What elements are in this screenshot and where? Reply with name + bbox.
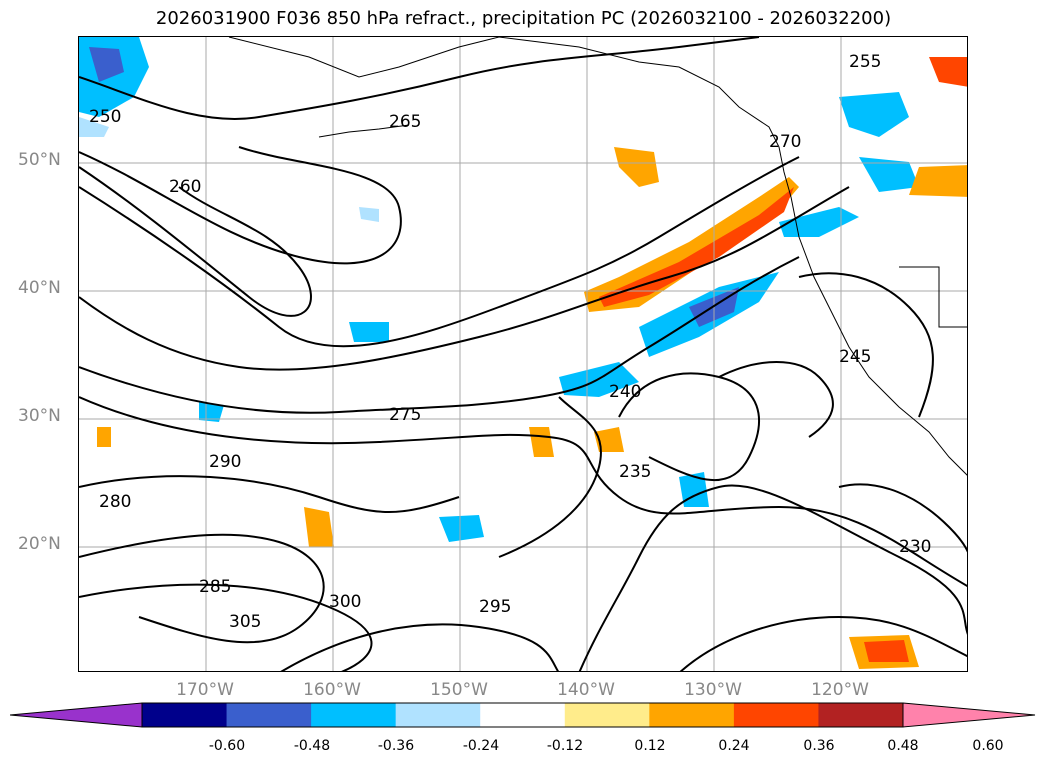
contour-label: 265 xyxy=(389,112,421,132)
lon-label-140w: 140°W xyxy=(557,680,615,700)
colorbar-bin xyxy=(226,703,312,727)
map-panel: 250 255 260 265 270 275 280 285 290 295 … xyxy=(78,36,968,672)
contour-label: 305 xyxy=(229,612,261,632)
colorbar-bin xyxy=(480,703,566,727)
refractivity-contours xyxy=(79,37,967,671)
contour-label: 245 xyxy=(839,347,871,367)
lat-label-50n: 50°N xyxy=(18,150,61,170)
colorbar-bin xyxy=(311,703,397,727)
lon-label-170w: 170°W xyxy=(176,680,234,700)
contour-labels: 250 255 260 265 270 275 280 285 290 295 … xyxy=(89,52,931,632)
contour-label: 280 xyxy=(99,492,131,512)
colorbar-extend-left xyxy=(10,702,143,728)
contour-label: 275 xyxy=(389,405,421,425)
contour-label: 250 xyxy=(89,107,121,127)
contour-label: 260 xyxy=(169,177,201,197)
precip-shading xyxy=(79,37,967,669)
colorbar-extend-right xyxy=(902,702,1036,728)
lon-label-130w: 130°W xyxy=(684,680,742,700)
graticule xyxy=(79,37,967,671)
colorbar-tick: -0.48 xyxy=(293,738,331,754)
colorbar-bin xyxy=(142,703,228,727)
colorbar-bin xyxy=(649,703,735,727)
map-title: 2026031900 F036 850 hPa refract., precip… xyxy=(155,8,892,29)
colorbar xyxy=(10,702,1036,728)
contour-label: 235 xyxy=(619,462,651,482)
colorbar-bin xyxy=(395,703,481,727)
contour-label: 240 xyxy=(609,382,641,402)
colorbar-tick: 0.24 xyxy=(718,738,750,754)
colorbar-tick: -0.24 xyxy=(462,738,500,754)
colorbar-tick: 0.48 xyxy=(887,738,919,754)
lon-label-120w: 120°W xyxy=(811,680,869,700)
colorbar-bin xyxy=(733,703,819,727)
contour-label: 285 xyxy=(199,577,231,597)
colorbar-bin xyxy=(564,703,650,727)
colorbar-tick: 0.60 xyxy=(972,738,1004,754)
colorbar-tick: -0.60 xyxy=(208,738,246,754)
colorbar-tick: -0.12 xyxy=(546,738,584,754)
lat-label-40n: 40°N xyxy=(18,278,61,298)
lon-label-160w: 160°W xyxy=(303,680,361,700)
contour-label: 295 xyxy=(479,597,511,617)
colorbar-tick: -0.36 xyxy=(377,738,415,754)
lon-label-150w: 150°W xyxy=(430,680,488,700)
colorbar-tick: 0.12 xyxy=(634,738,666,754)
contour-label: 300 xyxy=(329,592,361,612)
colorbar-bin xyxy=(818,703,904,727)
lat-label-20n: 20°N xyxy=(18,534,61,554)
colorbar-tick: 0.36 xyxy=(803,738,835,754)
map-canvas: 250 255 260 265 270 275 280 285 290 295 … xyxy=(79,37,967,671)
lat-label-30n: 30°N xyxy=(18,406,61,426)
contour-label: 230 xyxy=(899,537,931,557)
contour-label: 270 xyxy=(769,132,801,152)
contour-label: 255 xyxy=(849,52,881,72)
contour-label: 290 xyxy=(209,452,241,472)
colorbar-bins xyxy=(142,703,904,727)
